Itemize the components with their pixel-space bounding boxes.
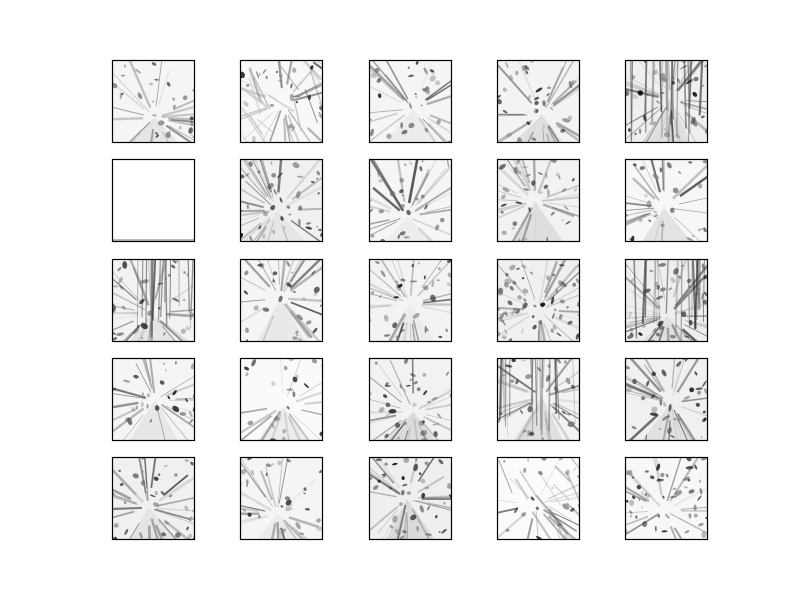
tile-texture [369,259,452,342]
feature-map-tile [368,158,453,243]
tile-frame [368,456,453,541]
tile-frame [624,59,709,144]
tile-texture [497,259,580,342]
tile-frame [111,456,196,541]
feature-map-tile [111,456,196,541]
tile-frame [624,258,709,343]
feature-map-tile [624,357,709,442]
feature-map-tile [111,357,196,442]
feature-map-tile [496,456,581,541]
tile-texture [240,457,323,540]
tile-frame [239,357,324,442]
tile-frame [239,158,324,243]
tile-texture [112,457,195,540]
tile-texture [497,457,580,540]
tile-texture [369,60,452,143]
tile-texture [112,60,195,143]
tile-texture [369,159,452,242]
tile-frame [111,357,196,442]
feature-map-tile [368,59,453,144]
tile-texture [625,159,708,242]
tile-texture [497,159,580,242]
feature-map-tile [496,59,581,144]
feature-map-tile [111,59,196,144]
feature-map-tile [368,456,453,541]
tile-frame [368,158,453,243]
feature-map-tile [239,357,324,442]
tile-texture [240,358,323,441]
feature-map-tile [111,158,196,243]
tile-texture [369,457,452,540]
feature-map-tile [624,456,709,541]
tile-frame [239,456,324,541]
feature-map-tile [624,59,709,144]
feature-map-tile [368,258,453,343]
feature-map-tile [239,59,324,144]
tile-texture [112,358,195,441]
feature-map-tile [239,456,324,541]
feature-map-tile [496,258,581,343]
feature-map-tile [368,357,453,442]
tile-frame [496,357,581,442]
tile-frame [496,158,581,243]
tile-background [112,159,195,242]
tile-frame [239,59,324,144]
tile-texture [240,259,323,342]
tile-texture [240,60,323,143]
tile-texture [625,358,708,441]
feature-map-tile [496,158,581,243]
tile-frame [239,258,324,343]
feature-map-tile [496,357,581,442]
feature-map-tile [624,258,709,343]
tile-grid [111,59,709,541]
feature-map-tile [111,258,196,343]
tile-frame [624,357,709,442]
tile-frame [496,456,581,541]
tile-texture [240,159,323,242]
tile-frame [368,59,453,144]
tile-frame [496,59,581,144]
tile-frame [111,158,196,243]
feature-map-tile [239,158,324,243]
tile-frame [368,258,453,343]
tile-frame [368,357,453,442]
tile-frame [624,158,709,243]
tile-texture [497,60,580,143]
feature-map-tile [624,158,709,243]
tile-texture [625,259,708,342]
feature-map-tile [239,258,324,343]
tile-texture [625,60,708,143]
tile-frame [496,258,581,343]
tile-frame [111,59,196,144]
tile-frame [111,258,196,343]
tile-texture [625,457,708,540]
tile-texture [369,358,452,441]
tile-frame [624,456,709,541]
